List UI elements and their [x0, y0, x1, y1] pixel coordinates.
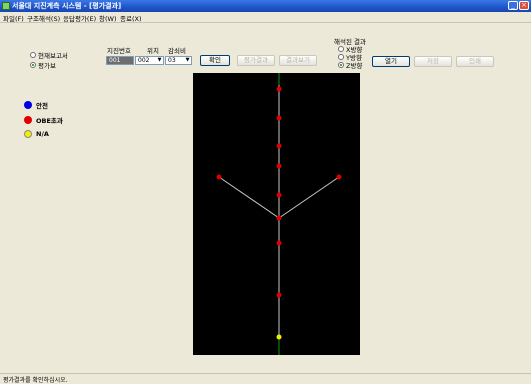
client-area: 현재보고서 평가보 지진번호 위치 감쇠비 001 002 ▼ 03 ▼ 확인 평가… [0, 23, 531, 373]
chevron-down-icon[interactable]: ▼ [185, 57, 190, 63]
radio-label: Y방향 [346, 54, 362, 62]
menu-exit[interactable]: 종료(X) [120, 15, 142, 23]
menu-analysis[interactable]: 구조해석(S) [27, 15, 61, 23]
radio-circle [338, 62, 344, 68]
close-icon[interactable]: × [519, 1, 529, 10]
radio-circle [30, 52, 36, 58]
legend-label: OBE초과 [36, 117, 63, 125]
chevron-down-icon[interactable]: ▼ [157, 57, 162, 63]
damping-select[interactable]: 03 ▼ [165, 56, 192, 65]
position-select[interactable]: 002 ▼ [135, 56, 164, 65]
status-bar: 평가결과를 확인하십시오. [0, 373, 531, 384]
menu-evaluation[interactable]: 응답평가(E) [63, 15, 97, 23]
node-marker[interactable] [276, 215, 282, 221]
radio-circle [30, 62, 36, 68]
position-label: 위치 [147, 47, 159, 55]
open-button[interactable]: 열기 [372, 56, 410, 67]
radio-circle [338, 54, 344, 60]
legend-dot [24, 101, 32, 109]
left-arm-line [218, 176, 280, 219]
legend-dot [24, 130, 32, 138]
node-marker[interactable] [276, 115, 282, 121]
app-icon [2, 2, 10, 10]
node-marker[interactable] [276, 143, 282, 149]
menu-bar: 파일(F) 구조해석(S) 응답평가(E) 창(W) 종료(X) [0, 12, 531, 23]
save-button[interactable]: 저장 [414, 56, 452, 67]
right-arm-line [278, 176, 340, 219]
node-marker[interactable] [276, 163, 282, 169]
radio-label: 평가보 [38, 62, 56, 70]
legend-item-obe: OBE초과 [24, 115, 63, 125]
minimize-icon[interactable]: _ [508, 1, 518, 10]
node-marker[interactable] [276, 192, 282, 198]
structure-drawing [216, 73, 342, 355]
node-marker[interactable] [336, 174, 342, 180]
radio-view-report[interactable]: 현재보고서 [30, 50, 68, 60]
radio-circle [338, 46, 344, 52]
legend-label: N/A [36, 130, 49, 138]
menu-file[interactable]: 파일(F) [3, 15, 24, 23]
node-marker[interactable] [216, 174, 222, 180]
node-marker[interactable] [276, 292, 282, 298]
confirm-button[interactable]: 확인 [200, 55, 230, 66]
legend-item-safe: 안전 [24, 100, 48, 110]
legend-label: 안전 [36, 102, 48, 110]
node-marker[interactable] [276, 240, 282, 246]
evaluation-result-button[interactable]: 평가결과 [237, 55, 275, 66]
axis-result-title: 해석된 결과 [334, 38, 366, 46]
radio-label: Z방향 [346, 62, 363, 70]
radio-axis-y[interactable]: Y방향 [338, 52, 362, 62]
radio-label: X방향 [346, 46, 363, 54]
node-marker-na[interactable] [276, 334, 282, 340]
node-marker[interactable] [276, 86, 282, 92]
structure-canvas[interactable] [193, 73, 360, 355]
print-button[interactable]: 인쇄 [456, 56, 494, 67]
view-result-button[interactable]: 결과보기 [279, 55, 317, 66]
status-text: 평가결과를 확인하십시오. [3, 377, 68, 384]
legend-item-na: N/A [24, 130, 49, 138]
quake-number-label: 지진번호 [107, 47, 131, 55]
radio-axis-z[interactable]: Z방향 [338, 60, 362, 70]
radio-axis-x[interactable]: X방향 [338, 44, 362, 54]
radio-label: 현재보고서 [38, 52, 68, 60]
damping-label: 감쇠비 [168, 47, 186, 55]
title-bar: 서울대 지진계측 시스템 - [평가결과] _ × [0, 0, 531, 12]
window-title: 서울대 지진계측 시스템 - [평가결과] [12, 2, 122, 10]
legend-dot [24, 116, 32, 124]
menu-window[interactable]: 창(W) [99, 15, 117, 23]
quake-number-field[interactable]: 001 [106, 56, 134, 65]
radio-view-eval[interactable]: 평가보 [30, 60, 56, 70]
